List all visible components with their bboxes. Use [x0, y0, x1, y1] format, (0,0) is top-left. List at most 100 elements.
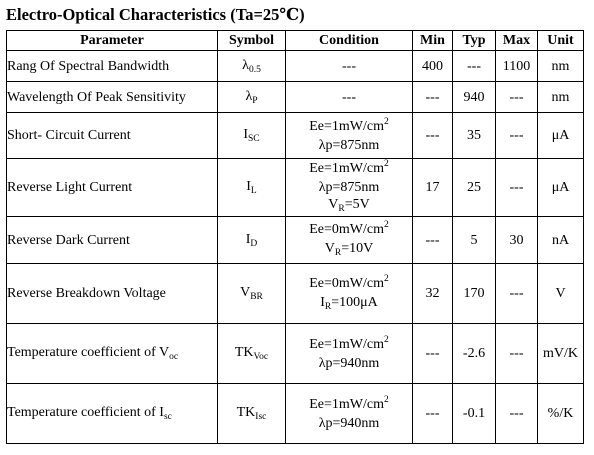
- condition-cell: Ee=1mW/cm2 λp=875nm VR=5V: [285, 158, 413, 217]
- unit-cell: mV/K: [537, 323, 584, 384]
- max-cell: 1100: [495, 50, 538, 82]
- condition-line: Ee=0mW/cm2: [286, 220, 412, 240]
- condition-text: =5V: [344, 197, 370, 212]
- parameter-subscript: oc: [169, 352, 179, 362]
- symbol-cell: TKVoc: [217, 323, 286, 384]
- condition-line: λp=875nm: [318, 137, 380, 153]
- min-cell: 32: [412, 263, 453, 324]
- typ-cell: 25: [452, 158, 496, 217]
- condition-text: Ee=0mW/cm: [309, 222, 384, 237]
- typ-cell: -0.1: [452, 383, 496, 444]
- condition-text: V: [328, 197, 339, 212]
- header-max: Max: [495, 30, 538, 51]
- condition-cell: ---: [285, 81, 413, 113]
- min-cell: 400: [412, 50, 453, 82]
- condition-line: Ee=1mW/cm2: [286, 334, 412, 355]
- typ-cell: 940: [452, 81, 496, 113]
- typ-cell: ---: [452, 50, 496, 82]
- condition-subscript: R: [338, 204, 345, 214]
- condition-line: λp=940nm: [318, 415, 380, 431]
- parameter-subscript: sc: [163, 412, 172, 422]
- condition-text: V: [324, 241, 335, 256]
- symbol-main: I: [246, 179, 251, 194]
- min-cell: ---: [412, 81, 453, 113]
- symbol-cell: λ0.5: [217, 50, 286, 82]
- condition-line: IR=100μA: [286, 294, 412, 313]
- header-parameter: Parameter: [6, 30, 218, 51]
- header-unit: Unit: [537, 30, 584, 51]
- symbol-cell: λP: [217, 81, 286, 113]
- symbol-cell: IL: [217, 158, 286, 217]
- parameter-text: Temperature coefficient of V: [7, 345, 170, 360]
- table-row: Wavelength Of Peak Sensitivity λP --- --…: [6, 81, 584, 113]
- parameter-cell: Reverse Dark Current: [6, 216, 218, 264]
- condition-superscript: 2: [384, 159, 389, 169]
- parameter-text: Temperature coefficient of I: [7, 405, 164, 420]
- max-cell: ---: [495, 158, 538, 217]
- symbol-subscript: SC: [248, 134, 260, 144]
- parameter-cell: Rang Of Spectral Bandwidth: [6, 50, 218, 82]
- unit-cell: μA: [537, 158, 584, 217]
- condition-text: Ee=0mW/cm: [309, 275, 384, 291]
- symbol-main: TK: [236, 405, 256, 420]
- parameter-cell: Wavelength Of Peak Sensitivity: [6, 81, 218, 113]
- max-cell: ---: [495, 383, 538, 444]
- condition-line: λp=875nm: [318, 180, 380, 195]
- condition-line: Ee=1mW/cm2: [286, 159, 412, 179]
- condition-superscript: 2: [384, 394, 389, 405]
- condition-cell: ---: [285, 50, 413, 82]
- condition-superscript: 2: [384, 220, 389, 230]
- condition-line: VR=5V: [286, 196, 412, 215]
- condition-text: =10V: [341, 241, 374, 256]
- typ-cell: 5: [452, 216, 496, 264]
- symbol-main: V: [240, 285, 251, 300]
- min-cell: ---: [412, 112, 453, 159]
- symbol-subscript: L: [250, 186, 257, 196]
- parameter-cell: Temperature coefficient of Voc: [6, 323, 218, 384]
- header-min: Min: [412, 30, 453, 51]
- table-row: Reverse Dark Current ID Ee=0mW/cm2 VR=10…: [6, 216, 584, 264]
- condition-superscript: 2: [384, 334, 389, 345]
- parameter-cell: Short- Circuit Current: [6, 112, 218, 159]
- symbol-main: TK: [234, 345, 254, 360]
- condition-subscript: R: [334, 248, 342, 258]
- symbol-subscript: 0.5: [248, 64, 261, 75]
- condition-text: Ee=1mW/cm: [309, 161, 384, 176]
- condition-subscript: R: [324, 301, 332, 312]
- condition-text: I: [320, 294, 325, 310]
- unit-cell: nm: [537, 50, 584, 82]
- table-row: Reverse Light Current IL Ee=1mW/cm2 λp=8…: [6, 158, 584, 217]
- typ-cell: -2.6: [452, 323, 496, 384]
- symbol-cell: ISC: [217, 112, 286, 159]
- symbol-cell: TKIsc: [217, 383, 286, 444]
- symbol-main: λ: [245, 88, 253, 104]
- condition-text: Ee=1mW/cm: [309, 336, 384, 352]
- unit-cell: nm: [537, 81, 584, 113]
- condition-cell: Ee=1mW/cm2 λp=875nm: [285, 112, 413, 159]
- max-cell: ---: [495, 263, 538, 324]
- condition-text: Ee=1mW/cm: [309, 396, 384, 412]
- symbol-subscript: BR: [250, 292, 263, 302]
- table-row: Reverse Breakdown Voltage VBR Ee=0mW/cm2…: [6, 263, 584, 324]
- min-cell: ---: [412, 323, 453, 384]
- page-title: Electro-Optical Characteristics (Ta=25℃): [6, 5, 305, 24]
- symbol-main: I: [245, 231, 251, 247]
- symbol-cell: ID: [217, 216, 286, 264]
- condition-cell: Ee=1mW/cm2 λp=940nm: [285, 323, 413, 384]
- condition-superscript: 2: [384, 116, 389, 127]
- parameter-cell: Temperature coefficient of Isc: [6, 383, 218, 444]
- table-row: Temperature coefficient of Isc TKIsc Ee=…: [6, 383, 584, 444]
- parameter-cell: Reverse Light Current: [6, 158, 218, 217]
- symbol-subscript: D: [250, 238, 258, 249]
- min-cell: ---: [412, 383, 453, 444]
- max-cell: 30: [495, 216, 538, 264]
- header-condition: Condition: [285, 30, 413, 51]
- symbol-subscript: P: [252, 95, 258, 106]
- table-row: Short- Circuit Current ISC Ee=1mW/cm2 λp…: [6, 112, 584, 159]
- condition-cell: Ee=1mW/cm2 λp=940nm: [285, 383, 413, 444]
- header-symbol: Symbol: [217, 30, 286, 51]
- max-cell: ---: [495, 81, 538, 113]
- symbol-main: λ: [242, 57, 249, 73]
- header-typ: Typ: [452, 30, 496, 51]
- characteristics-table: Parameter Symbol Condition Min Typ Max U…: [6, 30, 584, 444]
